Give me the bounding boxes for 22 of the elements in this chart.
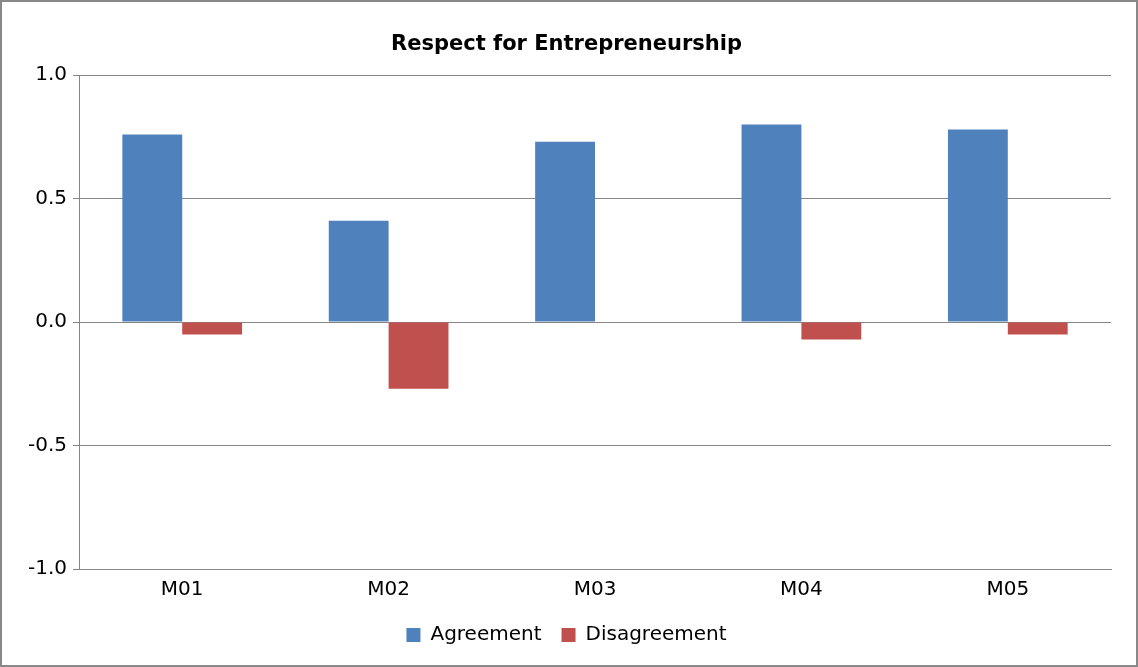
x-tick-label: M05	[986, 576, 1030, 601]
bar	[1007, 322, 1068, 335]
x-tick-label: M02	[367, 576, 410, 601]
y-tick-label: -0.5	[27, 431, 68, 456]
x-tick-label: M01	[160, 576, 204, 601]
bar	[328, 220, 389, 322]
bar	[122, 134, 183, 322]
legend-label: Disagreement	[585, 621, 727, 646]
bar	[801, 322, 862, 340]
y-tick-label: 1.0	[35, 61, 68, 86]
chart-title: Respect for Entrepreneurship	[391, 31, 742, 56]
x-tick-label: M04	[780, 576, 823, 601]
bar	[182, 322, 243, 335]
y-tick-label: 0.0	[35, 308, 68, 333]
legend-label: Agreement	[430, 621, 542, 646]
y-tick-label: 0.5	[35, 184, 68, 209]
bar	[388, 322, 449, 389]
x-tick-label: M03	[573, 576, 617, 601]
bar	[947, 129, 1008, 322]
y-tick-label: -1.0	[27, 555, 68, 580]
bar	[741, 124, 802, 322]
bar	[535, 141, 596, 322]
